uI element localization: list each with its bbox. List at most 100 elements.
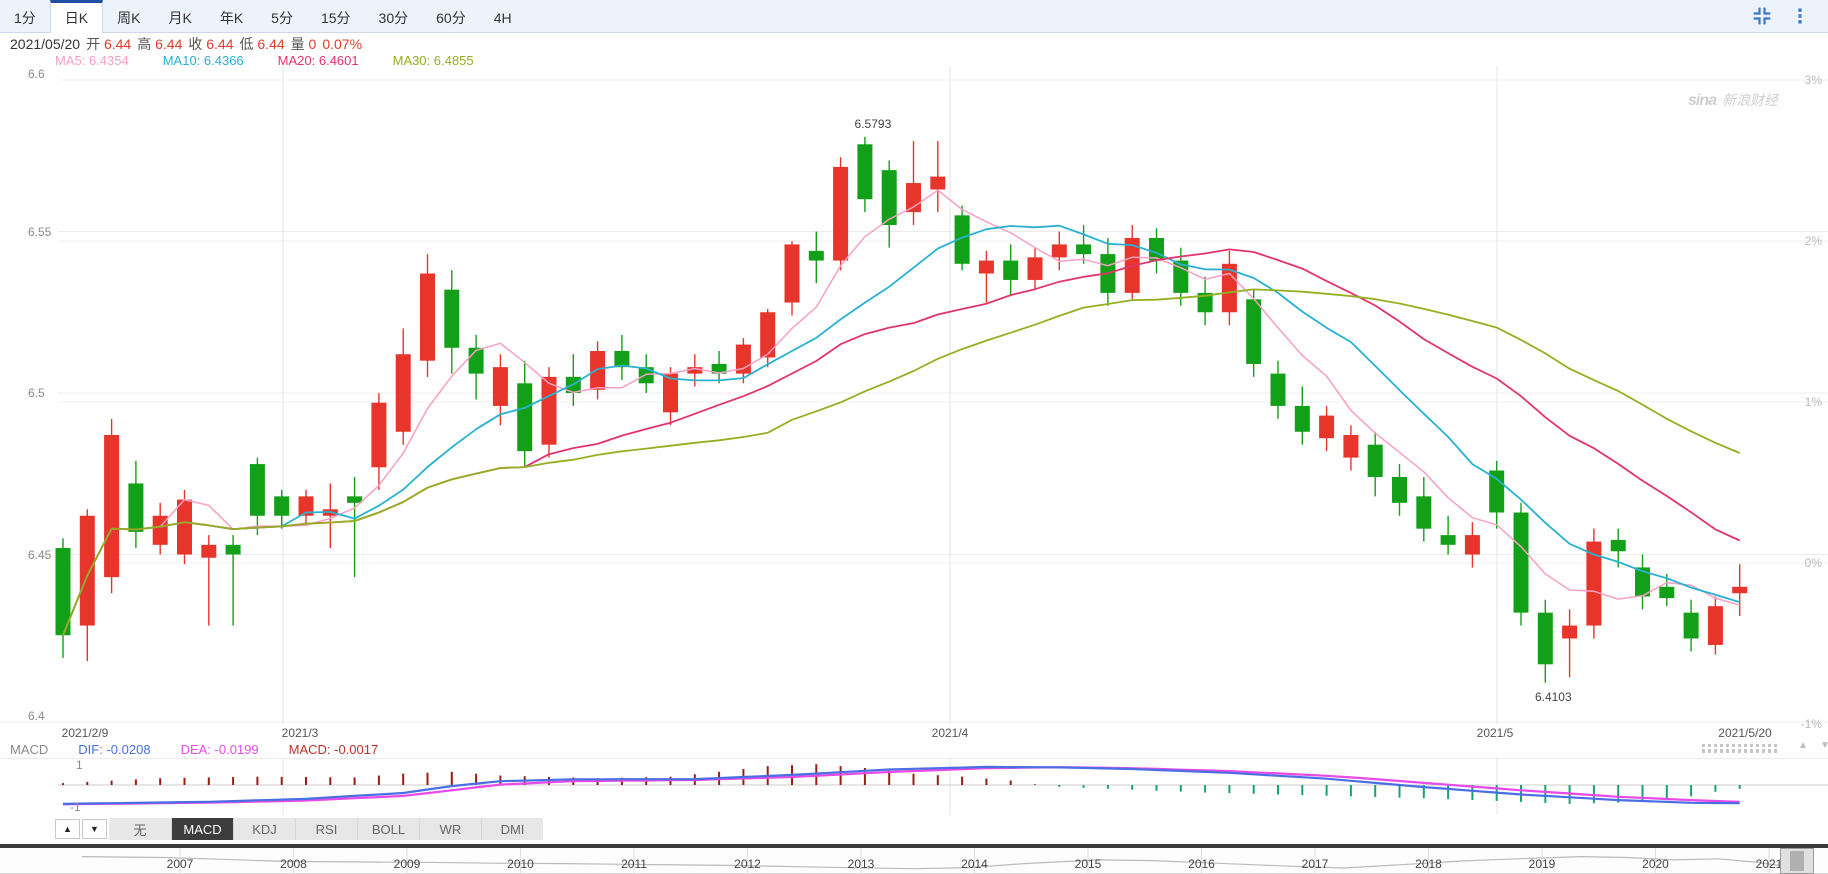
- candle-body: [371, 402, 387, 468]
- candle-body: [492, 367, 508, 406]
- timeline-navigator[interactable]: 2007 2008 2009 2010 2011 2012 2013 2014 2015 2016…: [0, 844, 1828, 874]
- candle-body: [128, 483, 144, 532]
- candle-body: [1221, 263, 1237, 313]
- candle-body: [420, 273, 435, 361]
- candle-body: [1392, 476, 1407, 503]
- x-axis-labels: 2021/2/9 2021/3 2021/4 2021/5 2021/5/20: [0, 724, 1828, 742]
- candle-body: [201, 544, 217, 558]
- collapse-fullscreen-icon[interactable]: [1752, 6, 1772, 26]
- ma20-line: [62, 248, 1741, 636]
- indicator-tab-BOLL[interactable]: BOLL: [357, 818, 419, 840]
- candle-body: [1003, 260, 1019, 280]
- candle-body: [1367, 444, 1383, 477]
- indicator-tab-KDJ[interactable]: KDJ: [233, 818, 295, 840]
- percent-axis-label: -1%: [1800, 717, 1822, 731]
- period-tab-月K[interactable]: 月K: [168, 9, 192, 26]
- indicator-tab-RSI[interactable]: RSI: [295, 818, 357, 840]
- candle-body: [1659, 586, 1675, 599]
- timeline-year-2007: 2007: [166, 857, 194, 871]
- period-tab-1分[interactable]: 1分: [14, 9, 36, 26]
- candle-body: [347, 496, 363, 503]
- candle-body: [687, 367, 703, 374]
- ma10-line: [62, 224, 1740, 636]
- candle-body: [1464, 535, 1480, 555]
- candle-body: [541, 376, 557, 445]
- price-axis-label: 6.4: [28, 709, 45, 723]
- ma-value-ma10: MA10: 6.4366: [162, 53, 244, 68]
- macd-dif-value: DIF: -0.0208: [78, 742, 151, 757]
- candle-body: [1683, 612, 1699, 639]
- quote-fields: 开 6.44 高 6.44 收 6.44 低 6.44 量 0: [86, 34, 316, 54]
- price-axis-label: 6.55: [28, 224, 52, 239]
- timeline-year-2010: 2010: [507, 857, 534, 871]
- macd-axis-top: 1: [76, 758, 83, 772]
- timeline-selection-handle[interactable]: [1780, 848, 1814, 874]
- candle-body: [663, 373, 678, 413]
- price-axis-label: 6.6: [28, 67, 45, 81]
- period-tab-4H[interactable]: 4H: [493, 9, 512, 26]
- candle-body: [954, 215, 970, 264]
- candle-body: [1343, 434, 1359, 458]
- indicator-tab-DMI[interactable]: DMI: [481, 818, 543, 840]
- candle-body: [104, 434, 120, 578]
- quote-date: 2021/05/20: [10, 36, 81, 52]
- scroll-up-button[interactable]: ▲: [55, 819, 80, 839]
- candle-body: [1051, 244, 1067, 258]
- timeline-year-2020: 2020: [1642, 857, 1669, 871]
- candle-body: [1173, 260, 1189, 293]
- period-tab-60分[interactable]: 60分: [436, 9, 466, 26]
- period-tab-5分[interactable]: 5分: [271, 9, 293, 26]
- candle-body: [1270, 373, 1286, 406]
- scroll-down-button[interactable]: ▼: [82, 819, 107, 839]
- panel-up-icon[interactable]: ▲: [1798, 740, 1808, 751]
- x-axis-label: 2021/2/9: [61, 726, 109, 740]
- timeline-sparkline: [81, 855, 1811, 870]
- period-tab-日K[interactable]: 日K: [49, 0, 104, 33]
- x-axis-label: 2021/5: [1476, 726, 1514, 740]
- dea-line: [62, 766, 1740, 806]
- candle-body: [55, 548, 71, 636]
- candle-body: [833, 166, 849, 261]
- candle-body: [1732, 586, 1748, 594]
- ma-values-bar: MA5: 6.4354 MA10: 6.4366 MA20: 6.4601 MA30:…: [55, 53, 474, 68]
- candlestick-canvas[interactable]: [0, 66, 1828, 724]
- quote-change-pct: 0.07%: [322, 36, 363, 52]
- timeline-year-2014: 2014: [961, 857, 988, 871]
- period-tab-周K[interactable]: 周K: [117, 9, 141, 26]
- candle-body: [638, 367, 654, 384]
- timeline-year-2012: 2012: [734, 857, 761, 871]
- low-price-annotation: 6.4103: [1534, 689, 1572, 704]
- macd-label-row: MACD DIF: -0.0208 DEA: -0.0199 MACD: -0.…: [10, 740, 1828, 758]
- macd-macd-value: MACD: -0.0017: [288, 742, 379, 757]
- period-tab-15分[interactable]: 15分: [320, 9, 351, 26]
- candle-body: [517, 383, 533, 452]
- period-tab-年K[interactable]: 年K: [219, 9, 244, 26]
- candle-body: [711, 363, 727, 374]
- macd-name: MACD: [10, 742, 49, 757]
- timeline-year-2008: 2008: [280, 857, 307, 871]
- candle-body: [1416, 496, 1432, 529]
- indicator-tab-无[interactable]: 无: [109, 818, 171, 840]
- candle-body: [1027, 257, 1043, 280]
- panel-down-icon[interactable]: ▼: [1820, 740, 1828, 751]
- candle-body: [395, 354, 411, 432]
- timeline-year-2011: 2011: [621, 857, 647, 871]
- macd-dea-value: DEA: -0.0199: [180, 742, 259, 757]
- main-chart-area[interactable]: sina 新浪财经 6.6 6.55 6.5 6.45 6.4 3% 2% 1% 0% -1% 6.…: [0, 66, 1828, 731]
- indicator-tab-WR[interactable]: WR: [419, 818, 481, 840]
- dif-line: [62, 765, 1740, 805]
- macd-canvas[interactable]: [0, 759, 1828, 815]
- candle-body: [1610, 539, 1626, 552]
- price-axis-label: 6.5: [28, 386, 45, 400]
- panel-resize-grip[interactable]: [1702, 744, 1780, 753]
- indicator-tab-MACD[interactable]: MACD: [171, 818, 233, 840]
- timeline-canvas[interactable]: [0, 848, 1828, 874]
- macd-panel[interactable]: 1 -1: [0, 758, 1828, 815]
- period-tab-30分[interactable]: 30分: [378, 9, 409, 26]
- x-axis-label: 2021/5/20: [1718, 726, 1772, 740]
- quote-bar: 2021/05/20 开 6.44 高 6.44 收 6.44 低 6.44 量 0 0…: [10, 36, 362, 52]
- timeline-year-2015: 2015: [1074, 857, 1102, 871]
- candle-body: [1635, 567, 1650, 597]
- more-menu-icon[interactable]: [1790, 6, 1810, 26]
- ma-value-ma5: MA5: 6.4354: [55, 53, 129, 68]
